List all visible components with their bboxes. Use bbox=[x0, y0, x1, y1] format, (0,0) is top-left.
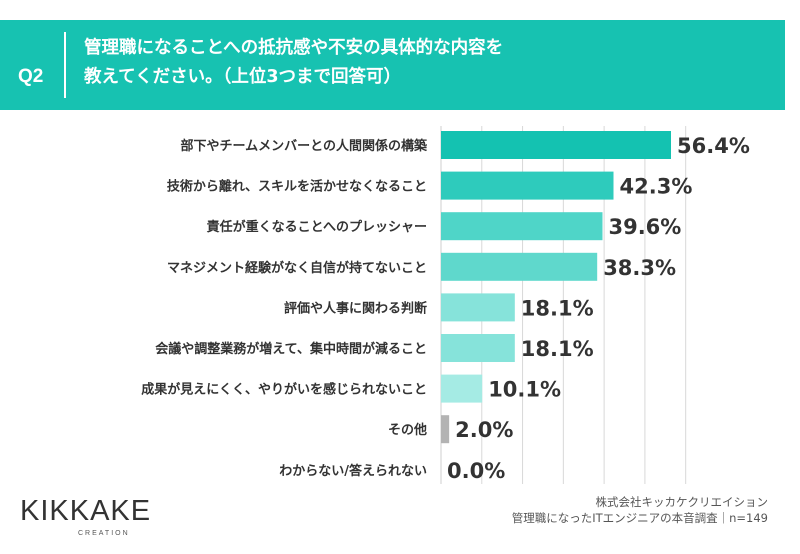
logo-subtitle: CREATION bbox=[78, 530, 130, 537]
bar bbox=[441, 212, 603, 241]
category-label: 技術から離れ、スキルを活かせなくなること bbox=[167, 179, 427, 195]
value-label: 38.3% bbox=[603, 256, 676, 280]
bar bbox=[441, 131, 671, 159]
kikkake-logo: KIKKAKE CREATION bbox=[20, 495, 151, 537]
question-line-1: 管理職になることへの抵抗感や不安の具体的な内容を bbox=[84, 38, 504, 58]
bar bbox=[441, 171, 614, 200]
bar bbox=[441, 374, 483, 403]
header-divider bbox=[64, 32, 66, 98]
category-label: マネジメント経験がなく自信が持てないこと bbox=[167, 260, 427, 276]
category-label: その他 bbox=[388, 422, 427, 438]
category-label: 部下やチームメンバーとの人間関係の構築 bbox=[181, 138, 428, 154]
footer-survey: 管理職になったITエンジニアの本音調査｜n=149 bbox=[511, 511, 768, 525]
value-label: 39.6% bbox=[608, 215, 681, 239]
footer-company: 株式会社キッカケクリエイション bbox=[595, 495, 769, 509]
category-label: 会議や調整業務が増えて、集中時間が減ること bbox=[155, 341, 427, 357]
value-label: 18.1% bbox=[521, 337, 594, 361]
bar bbox=[441, 334, 515, 362]
value-label: 56.4% bbox=[677, 134, 750, 158]
bar bbox=[441, 293, 515, 322]
category-label: 責任が重くなることへのプレッシャー bbox=[207, 219, 427, 235]
logo-wordmark: KIKKAKE bbox=[20, 495, 151, 527]
value-label: 18.1% bbox=[521, 296, 594, 320]
question-text: 管理職になることへの抵抗感や不安の具体的な内容を 教えてください。（上位3つまで… bbox=[84, 34, 774, 92]
value-label: 42.3% bbox=[620, 175, 693, 199]
bar bbox=[441, 415, 450, 444]
question-number: Q2 bbox=[18, 66, 44, 87]
category-label: 成果が見えにくく、やりがいを感じられないこと bbox=[141, 382, 427, 398]
value-label: 2.0% bbox=[455, 418, 513, 442]
source-footer: 株式会社キッカケクリエイション 管理職になったITエンジニアの本音調査｜n=14… bbox=[512, 494, 768, 526]
question-header: Q2 管理職になることへの抵抗感や不安の具体的な内容を 教えてください。（上位3… bbox=[0, 20, 785, 110]
category-label: わからない/答えられない bbox=[279, 463, 427, 479]
value-label: 10.1% bbox=[488, 378, 561, 402]
bar bbox=[441, 252, 598, 281]
value-label: 0.0% bbox=[447, 459, 505, 483]
question-line-2: 教えてください。（上位3つまで回答可） bbox=[84, 67, 402, 87]
category-label: 評価や人事に関わる判断 bbox=[284, 300, 427, 316]
